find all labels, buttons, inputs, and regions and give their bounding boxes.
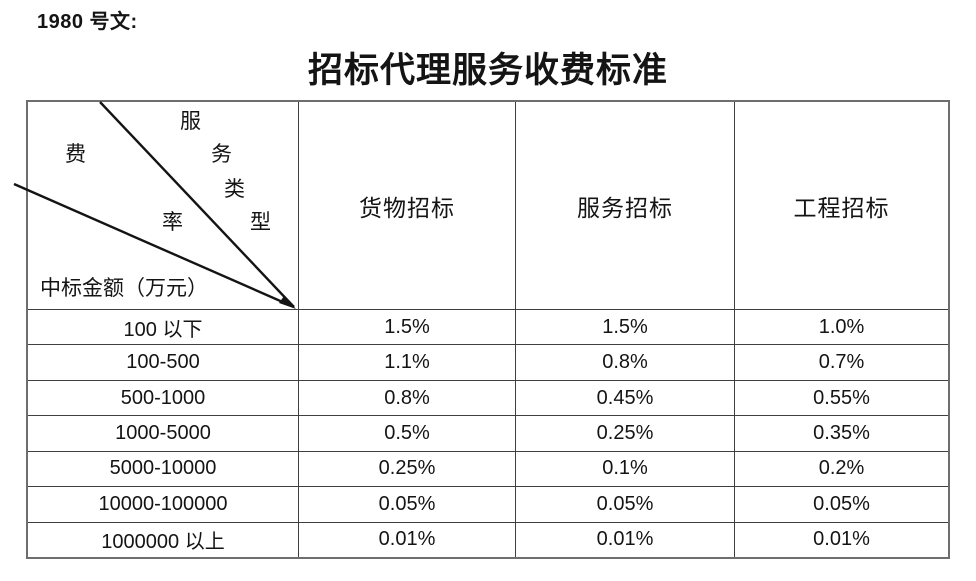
corner-fee-rate-char: 费 (65, 142, 86, 166)
fee-value-cell: 0.05% (734, 486, 948, 522)
fee-value-cell: 0.01% (734, 521, 948, 557)
corner-amount-axis-label: 中标金额（万元） (40, 276, 208, 300)
fee-standard-table: 服 务 类 型 费 率 中标金额（万元） 货物招标 服务招标 工程招标 100 … (13, 100, 950, 559)
fee-value-cell: 1.5% (298, 309, 515, 345)
arrowhead-icon (279, 296, 296, 309)
corner-service-type-char: 务 (211, 142, 232, 166)
fee-value-cell: 0.8% (298, 379, 515, 416)
corner-service-type-char: 服 (180, 109, 201, 133)
fee-value-cell: 0.7% (734, 344, 948, 380)
column-header-services: 服务招标 (515, 102, 734, 309)
fee-value-cell: 0.01% (298, 521, 515, 557)
fee-value-cell: 1.5% (515, 309, 734, 345)
fee-value-cell: 0.2% (734, 450, 948, 487)
corner-service-type-char: 类 (224, 177, 245, 201)
fee-value-cell: 0.55% (734, 379, 948, 416)
fee-value-cell: 0.25% (515, 415, 734, 451)
row-label: 1000-5000 (28, 415, 298, 450)
row-label: 1000000 以上 (28, 521, 298, 557)
table-corner-cell: 服 务 类 型 费 率 中标金额（万元） (13, 101, 298, 309)
page-title: 招标代理服务收费标准 (307, 51, 668, 90)
column-header-goods: 货物招标 (298, 102, 515, 309)
row-label: 100 以下 (28, 309, 298, 344)
fee-value-cell: 0.35% (734, 415, 948, 451)
fee-value-cell: 0.25% (298, 450, 515, 487)
corner-service-type-char: 型 (250, 210, 271, 234)
fee-value-cell: 0.5% (298, 415, 515, 451)
diagonal-divider-lines (13, 101, 296, 309)
corner-fee-rate-char: 率 (162, 210, 183, 234)
fee-value-cell: 1.1% (298, 344, 515, 380)
fee-value-cell: 0.01% (515, 521, 734, 557)
row-label: 100-500 (28, 344, 298, 379)
fee-value-cell: 1.0% (734, 309, 948, 345)
doc-ref-label: 1980 号文: (37, 11, 138, 33)
fee-value-cell: 0.05% (515, 486, 734, 522)
fee-value-cell: 0.05% (298, 486, 515, 522)
row-label: 500-1000 (28, 379, 298, 415)
column-header-engineering: 工程招标 (734, 102, 948, 309)
fee-value-cell: 0.45% (515, 379, 734, 416)
fee-value-cell: 0.1% (515, 450, 734, 487)
row-label: 10000-100000 (28, 486, 298, 521)
fee-value-cell: 0.8% (515, 344, 734, 380)
row-label: 5000-10000 (28, 450, 298, 486)
